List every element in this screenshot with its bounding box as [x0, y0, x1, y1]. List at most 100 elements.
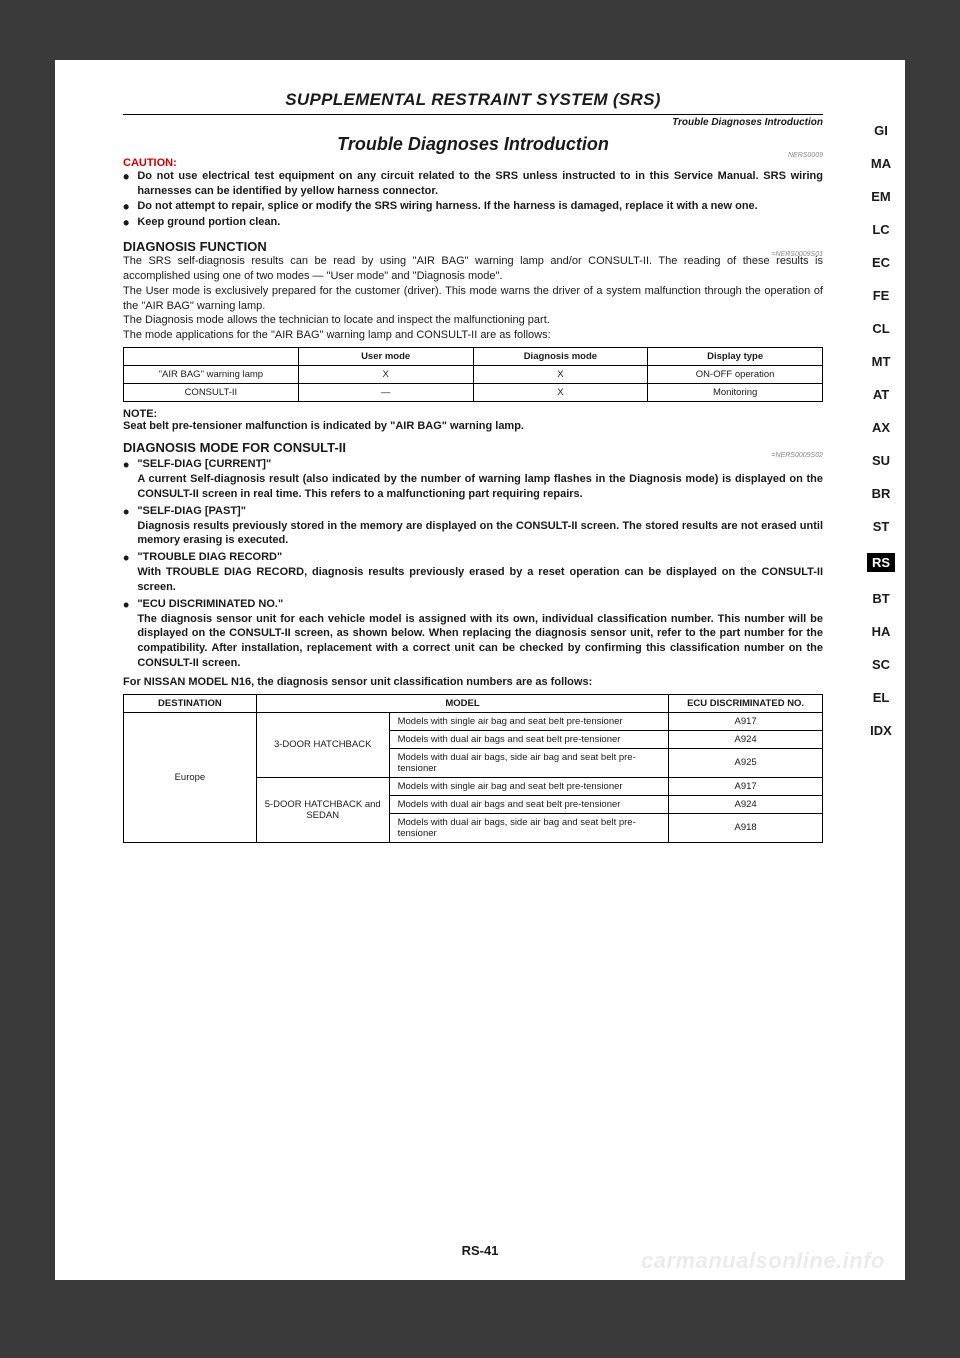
- table-cell: "AIR BAG" warning lamp: [124, 366, 299, 384]
- table-cell: X: [298, 366, 473, 384]
- section-tab-br[interactable]: BR: [867, 487, 895, 500]
- table-cell: ON-OFF operation: [648, 366, 823, 384]
- diag-item-body: With TROUBLE DIAG RECORD, diagnosis resu…: [137, 565, 823, 595]
- section-tab-sc[interactable]: SC: [867, 658, 895, 671]
- table-cell-model: Models with dual air bags and seat belt …: [389, 730, 669, 748]
- section-tab-st[interactable]: ST: [867, 520, 895, 533]
- caution-bullet: • Keep ground portion clean.: [123, 215, 823, 231]
- rule-top: [123, 114, 823, 115]
- section-tab-gi[interactable]: GI: [867, 124, 895, 137]
- table-cell-ecu-no: A924: [669, 730, 823, 748]
- table-header: User mode: [298, 348, 473, 366]
- section-title: Trouble Diagnoses Introduction NERS0009: [123, 134, 823, 155]
- section-title-text: Trouble Diagnoses Introduction: [337, 134, 609, 154]
- table-row: CONSULT-II—XMonitoring: [124, 384, 823, 402]
- section-tab-em[interactable]: EM: [867, 190, 895, 203]
- table-cell-ecu-no: A917: [669, 777, 823, 795]
- table-cell-model: Models with dual air bags, side air bag …: [389, 748, 669, 777]
- table-cell: X: [473, 366, 648, 384]
- table-cell: —: [298, 384, 473, 402]
- caution-bullet: •Do not attempt to repair, splice or mod…: [123, 199, 823, 215]
- bullet-icon: •: [123, 169, 129, 199]
- table-cell: X: [473, 384, 648, 402]
- diagnosis-function-heading: DIAGNOSIS FUNCTION =NERS0009S01: [123, 239, 823, 254]
- caution-bullet-text: Do not use electrical test equipment on …: [137, 169, 823, 199]
- diag-item-body: A current Self-diagnosis result (also in…: [137, 472, 823, 502]
- content-area: SUPPLEMENTAL RESTRAINT SYSTEM (SRS) Trou…: [123, 90, 857, 843]
- table-cell-ecu-no: A924: [669, 795, 823, 813]
- bullet-icon: •: [123, 550, 129, 595]
- caution-list: • Do not use electrical test equipment on…: [123, 169, 823, 231]
- section-tab-cl[interactable]: CL: [867, 322, 895, 335]
- table-header: ECU DISCRIMINATED NO.: [669, 694, 823, 712]
- diag-fn-para: The mode applications for the "AIR BAG" …: [123, 328, 823, 343]
- section-tab-rs[interactable]: RS: [867, 553, 895, 572]
- bullet-icon: •: [123, 504, 129, 549]
- section-tab-ha[interactable]: HA: [867, 625, 895, 638]
- subhead: Trouble Diagnoses Introduction: [123, 117, 823, 128]
- diag-item: • "ECU DISCRIMINATED NO."The diagnosis se…: [123, 597, 823, 671]
- table-cell-model: Models with single air bag and seat belt…: [389, 777, 669, 795]
- table-header: Diagnosis mode: [473, 348, 648, 366]
- ecu-classification-table: DESTINATIONMODELECU DISCRIMINATED NO.Eur…: [123, 694, 823, 843]
- table-row: "AIR BAG" warning lampXXON-OFF operation: [124, 366, 823, 384]
- diag-fn-head-text: DIAGNOSIS FUNCTION: [123, 239, 267, 254]
- section-tab-el[interactable]: EL: [867, 691, 895, 704]
- section-tab-idx[interactable]: IDX: [867, 724, 895, 737]
- bullet-icon: •: [123, 597, 129, 671]
- section-tab-ec[interactable]: EC: [867, 256, 895, 269]
- follow-line: For NISSAN MODEL N16, the diagnosis sens…: [123, 675, 823, 690]
- section-tab-mt[interactable]: MT: [867, 355, 895, 368]
- diag-fn-paragraphs: The SRS self-diagnosis results can be re…: [123, 254, 823, 343]
- section-tab-at[interactable]: AT: [867, 388, 895, 401]
- table-cell-ecu-no: A925: [669, 748, 823, 777]
- caution-bullet-text: Keep ground portion clean.: [137, 215, 280, 231]
- manual-page: SUPPLEMENTAL RESTRAINT SYSTEM (SRS) Trou…: [55, 60, 905, 1280]
- table-cell-model: Models with single air bag and seat belt…: [389, 712, 669, 730]
- section-code: NERS0009: [788, 152, 823, 159]
- diag-item: • "TROUBLE DIAG RECORD"With TROUBLE DIAG …: [123, 550, 823, 595]
- caution-bullet-text: Do not attempt to repair, splice or modi…: [137, 199, 757, 215]
- table-cell-model: Models with dual air bags, side air bag …: [389, 813, 669, 842]
- table-header: DESTINATION: [124, 694, 257, 712]
- diag-item-title: "SELF-DIAG [PAST]": [137, 504, 823, 519]
- diagnosis-mode-heading: DIAGNOSIS MODE FOR CONSULT-II =NERS0009S…: [123, 440, 823, 455]
- diag-fn-para: The SRS self-diagnosis results can be re…: [123, 254, 823, 284]
- section-tab-ma[interactable]: MA: [867, 157, 895, 170]
- section-tab-su[interactable]: SU: [867, 454, 895, 467]
- note-label: NOTE:: [123, 408, 823, 420]
- diag-fn-para: The User mode is exclusively prepared fo…: [123, 284, 823, 314]
- table-cell: CONSULT-II: [124, 384, 299, 402]
- table-header: [124, 348, 299, 366]
- diag-mode-code: =NERS0009S02: [771, 452, 823, 459]
- table-row: Europe3-DOOR HATCHBACKModels with single…: [124, 712, 823, 730]
- note-text: Seat belt pre-tensioner malfunction is i…: [123, 420, 823, 432]
- table-cell-ecu-no: A918: [669, 813, 823, 842]
- mode-application-table: User modeDiagnosis modeDisplay type"AIR …: [123, 347, 823, 402]
- section-tabs: GI MA EM LC EC FE CL MT AT AX SU BR ST RS BT HA SC EL IDX: [867, 124, 895, 737]
- bullet-icon: •: [123, 457, 129, 502]
- bullet-icon: •: [123, 215, 129, 231]
- section-tab-fe[interactable]: FE: [867, 289, 895, 302]
- table-cell-ecu-no: A917: [669, 712, 823, 730]
- section-tab-lc[interactable]: LC: [867, 223, 895, 236]
- diag-item: • "SELF-DIAG [CURRENT]"A current Self-dia…: [123, 457, 823, 502]
- caution-label: CAUTION:: [123, 157, 823, 169]
- diag-item-body: Diagnosis results previously stored in t…: [137, 519, 823, 549]
- watermark: carmanualsonline.info: [641, 1248, 885, 1274]
- section-tab-bt[interactable]: BT: [867, 592, 895, 605]
- diag-item-title: "TROUBLE DIAG RECORD": [137, 550, 823, 565]
- table-cell-group: 5-DOOR HATCHBACK and SEDAN: [256, 777, 389, 842]
- section-tab-ax[interactable]: AX: [867, 421, 895, 434]
- table-cell-group: 3-DOOR HATCHBACK: [256, 712, 389, 777]
- diag-item: • "SELF-DIAG [PAST]"Diagnosis results pre…: [123, 504, 823, 549]
- diag-item-title: "SELF-DIAG [CURRENT]": [137, 457, 823, 472]
- diag-item-body: The diagnosis sensor unit for each vehic…: [137, 612, 823, 671]
- table-cell: Monitoring: [648, 384, 823, 402]
- diagnosis-mode-items: • "SELF-DIAG [CURRENT]"A current Self-dia…: [123, 457, 823, 671]
- table-cell-model: Models with dual air bags and seat belt …: [389, 795, 669, 813]
- diag-item-title: "ECU DISCRIMINATED NO.": [137, 597, 823, 612]
- table-cell-destination: Europe: [124, 712, 257, 842]
- table-header: MODEL: [256, 694, 668, 712]
- diag-fn-para: The Diagnosis mode allows the technician…: [123, 313, 823, 328]
